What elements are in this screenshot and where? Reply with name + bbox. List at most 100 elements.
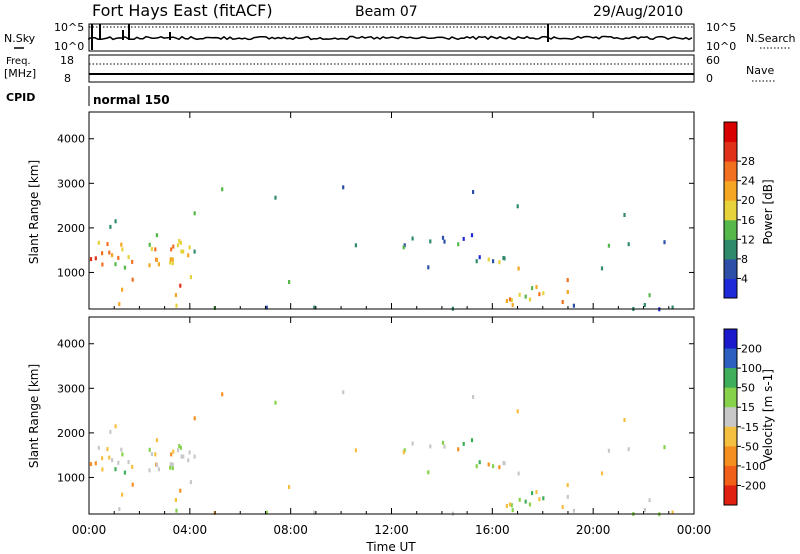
- colorbar-segment: [724, 426, 737, 447]
- ytick-label: 1000: [57, 266, 85, 279]
- data-cell: [503, 461, 506, 466]
- data-cell: [487, 257, 490, 262]
- data-cell: [155, 438, 158, 443]
- freq-right-label: Nave: [746, 64, 774, 77]
- data-cell: [411, 236, 414, 241]
- data-cell: [511, 508, 514, 513]
- ytick-label: 4000: [57, 338, 85, 351]
- colorbar-segment: [724, 219, 737, 240]
- data-cell: [313, 305, 316, 310]
- xtick-label: 08:00: [273, 523, 308, 537]
- data-cell: [411, 441, 414, 446]
- data-cell: [561, 300, 564, 304]
- data-cell: [148, 468, 151, 473]
- ytick-label: 2000: [57, 222, 85, 235]
- colorbar-segment: [724, 180, 737, 201]
- data-cell: [193, 249, 196, 254]
- data-cell: [623, 418, 626, 422]
- colorbar-segment: [724, 387, 737, 408]
- data-cell: [472, 395, 475, 399]
- data-cell: [566, 278, 569, 283]
- colorbar-tick-label: -50: [741, 440, 759, 453]
- data-cell: [221, 392, 224, 397]
- data-cell: [189, 480, 192, 485]
- data-cell: [531, 491, 534, 496]
- data-cell: [643, 508, 646, 512]
- data-cell: [441, 440, 445, 445]
- noise-panel-frame: [88, 23, 695, 52]
- freq-right-tick-bottom: 0: [706, 72, 713, 85]
- data-cell: [114, 262, 117, 267]
- data-cell: [503, 256, 506, 261]
- data-cell: [457, 242, 460, 247]
- data-cell: [542, 496, 545, 501]
- data-cell: [462, 236, 465, 241]
- data-cell: [121, 247, 124, 252]
- data-cell: [517, 266, 520, 271]
- data-cell: [274, 400, 277, 405]
- data-cell: [427, 470, 430, 475]
- data-cell: [148, 242, 151, 247]
- data-cell: [648, 293, 651, 298]
- power-axes: 1000 2000 3000 4000: [57, 112, 695, 309]
- data-cell: [518, 497, 521, 502]
- velocity-colorbar: 200 100 50 15 -15 -50 -100 -200: [723, 328, 766, 506]
- data-cell: [94, 256, 97, 261]
- date-title: 29/Aug/2010: [593, 4, 683, 20]
- colorbar-tick-label: -15: [741, 421, 759, 434]
- data-cell: [174, 498, 177, 503]
- data-cell: [118, 507, 121, 512]
- data-cell: [402, 450, 405, 455]
- ytick-label: 3000: [57, 382, 85, 395]
- data-cell: [171, 261, 174, 266]
- colorbar-segment: [724, 329, 737, 350]
- colorbar-segment: [724, 465, 737, 486]
- noise-left-label: N.Sky: [4, 32, 36, 45]
- ytick-label: 2000: [57, 427, 85, 440]
- data-cell: [175, 303, 178, 308]
- data-cell: [171, 466, 174, 471]
- data-cell: [627, 242, 630, 247]
- colorbar-frame: [723, 121, 738, 299]
- data-cell: [157, 262, 160, 267]
- colorbar-frame: [723, 328, 738, 506]
- power-ylabel: Slant Range [km]: [27, 160, 41, 264]
- data-cell: [121, 452, 124, 457]
- freq-panel-frame: [88, 54, 695, 83]
- data-cell: [528, 297, 532, 302]
- data-cell: [429, 444, 432, 449]
- data-cell: [531, 286, 534, 291]
- data-cell: [193, 416, 196, 421]
- data-cell: [182, 454, 185, 459]
- ytick-label: 3000: [57, 177, 85, 190]
- freq-left-label-2: [MHz]: [4, 67, 36, 80]
- colorbar-tick-label: -200: [741, 479, 766, 492]
- data-cell: [478, 460, 481, 465]
- data-cell: [106, 447, 109, 452]
- data-cell: [180, 249, 183, 254]
- data-cell: [89, 462, 93, 467]
- data-cell: [187, 458, 190, 463]
- data-cell: [182, 249, 185, 254]
- data-cell: [176, 448, 180, 453]
- noise-left-tick-bottom: 10^0: [54, 40, 84, 53]
- data-cell: [441, 235, 445, 240]
- data-cell: [123, 470, 126, 475]
- data-cell: [114, 219, 117, 224]
- data-cell: [101, 456, 104, 461]
- data-cell: [150, 452, 153, 457]
- data-cell: [478, 255, 481, 260]
- freq-left-label-1: Freq.: [6, 56, 31, 67]
- data-cell: [131, 277, 134, 282]
- data-cell: [169, 257, 172, 262]
- cpid-value: normal 150: [93, 93, 170, 107]
- data-cell: [106, 242, 109, 247]
- data-cell: [172, 244, 175, 249]
- beam-title: Beam 07: [355, 4, 418, 20]
- data-cell: [535, 490, 538, 495]
- freq-right-tick-top: 60: [706, 54, 720, 67]
- data-cell: [524, 294, 527, 299]
- data-cell: [492, 259, 495, 264]
- data-cell: [470, 438, 474, 443]
